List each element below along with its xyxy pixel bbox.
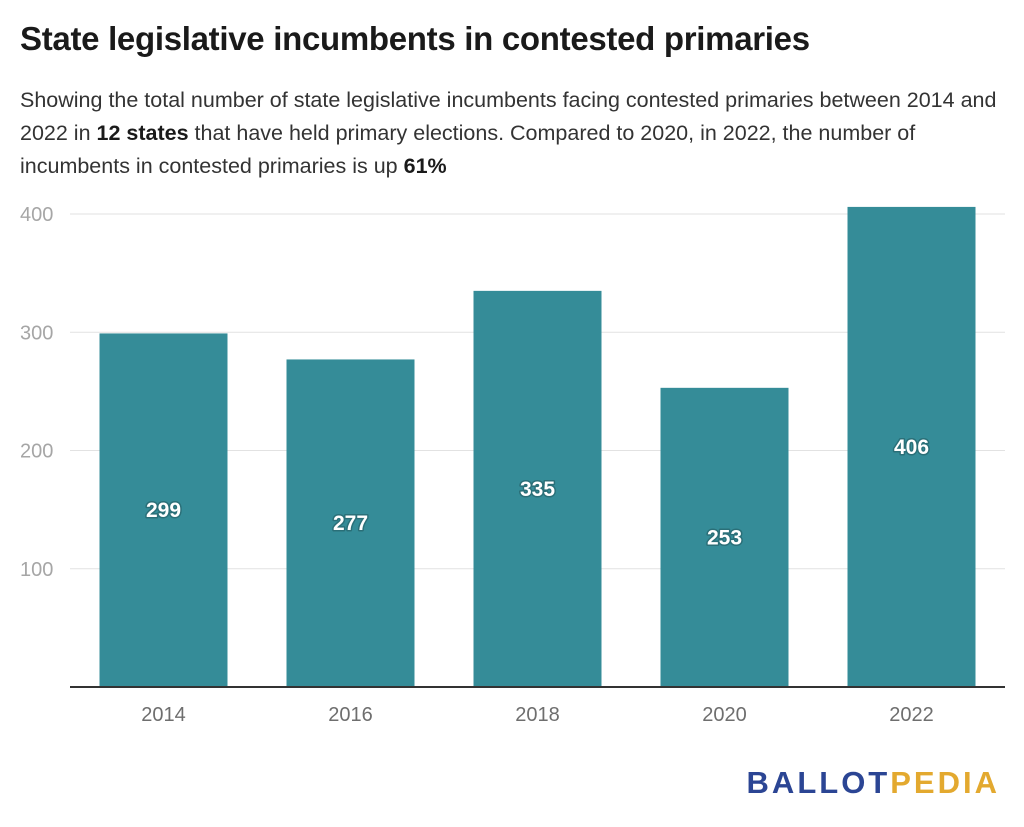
bar-2020[interactable] xyxy=(660,387,789,687)
data-label-2018: 335 xyxy=(520,478,555,501)
y-axis-ticks: 100 200 300 400 xyxy=(20,204,53,581)
x-tick-label-2022: 2022 xyxy=(889,704,934,726)
x-tick-label-2014: 2014 xyxy=(141,704,186,726)
subtitle-text-2: that have held primary elections. Compar… xyxy=(20,121,916,178)
subtitle-bold-states: 12 states xyxy=(96,121,189,145)
y-tick-label-100: 100 xyxy=(20,559,53,581)
x-tick-label-2020: 2020 xyxy=(702,704,747,726)
data-label-2014: 299 xyxy=(146,499,181,522)
bar-2018[interactable] xyxy=(473,290,602,687)
data-label-2022: 406 xyxy=(894,436,929,459)
x-tick-label-2018: 2018 xyxy=(515,704,560,726)
chart-title: State legislative incumbents in conteste… xyxy=(20,20,810,57)
data-label-2016: 277 xyxy=(333,512,368,535)
subtitle-bold-percent: 61% xyxy=(403,154,447,178)
data-label-2020: 253 xyxy=(707,526,742,549)
y-tick-label-400: 400 xyxy=(20,204,53,226)
bars: 299 277 335 253 406 xyxy=(99,206,976,687)
bar-2016[interactable] xyxy=(286,359,415,687)
x-axis: 2014 2016 2018 2020 2022 xyxy=(70,686,1005,726)
y-tick-label-200: 200 xyxy=(20,441,53,463)
logo-text-pedia: PEDIA xyxy=(890,765,1000,800)
ballotpedia-logo[interactable]: BALLOTPEDIA xyxy=(747,765,1000,801)
logo-text-ballot: BALLOT xyxy=(746,765,891,800)
x-tick-label-2016: 2016 xyxy=(328,704,373,726)
chart-subtitle: Showing the total number of state legisl… xyxy=(20,84,1005,183)
bar-2014[interactable] xyxy=(99,333,228,687)
bar-2022[interactable] xyxy=(847,206,976,687)
subtitle-text-1: Showing the total number of state legisl… xyxy=(20,88,997,145)
y-tick-label-300: 300 xyxy=(20,322,53,344)
